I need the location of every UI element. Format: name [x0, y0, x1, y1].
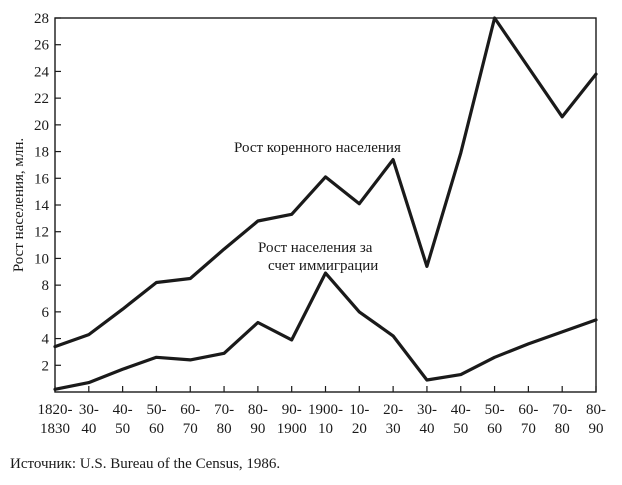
series-line-immigration — [53, 271, 598, 391]
x-tick-label: 90- — [282, 402, 302, 418]
x-tick-label: 50 — [115, 421, 130, 437]
plot-frame — [54, 17, 597, 393]
y-tick-label: 18 — [34, 145, 49, 161]
y-tick-label: 22 — [34, 91, 49, 107]
x-tick-label: 60- — [518, 402, 538, 418]
immigration-growth-annotation-line1: Рост населения за — [258, 240, 373, 256]
x-tick-label: 70 — [521, 421, 536, 437]
x-tick-label: 80 — [217, 421, 232, 437]
x-tick-label: 80 — [555, 421, 570, 437]
x-tick-label: 60- — [180, 402, 200, 418]
x-tick-label: 1830 — [40, 421, 70, 437]
x-tick-label: 70- — [214, 402, 234, 418]
y-tick-label: 26 — [34, 38, 50, 54]
x-tick-label: 90 — [250, 421, 265, 437]
x-tick-label: 40 — [419, 421, 434, 437]
y-tick-label: 8 — [42, 278, 50, 294]
y-tick-label: 14 — [34, 198, 50, 214]
x-tick-label: 40 — [81, 421, 96, 437]
native-growth-annotation: Рост коренного населения — [234, 140, 401, 156]
x-tick-label: 20- — [383, 402, 403, 418]
x-tick-label: 70- — [552, 402, 572, 418]
y-tick-label: 16 — [34, 171, 50, 187]
x-tick-label: 1900 — [277, 421, 307, 437]
x-tick-label: 80- — [248, 402, 268, 418]
x-tick-label: 90 — [589, 421, 604, 437]
x-tick-label: 40- — [113, 402, 133, 418]
x-tick-label: 70 — [183, 421, 198, 437]
x-tick-label: 20 — [352, 421, 367, 437]
y-tick-label: 24 — [34, 64, 50, 80]
y-tick-label: 4 — [42, 332, 50, 348]
immigration-growth-annotation-line2: счет иммиграции — [268, 258, 378, 274]
x-tick-label: 60 — [149, 421, 164, 437]
x-tick-label: 30 — [386, 421, 401, 437]
x-tick-label: 30- — [79, 402, 99, 418]
source-note: Источник: U.S. Bureau of the Census, 198… — [10, 456, 281, 472]
y-tick-label: 10 — [34, 251, 49, 267]
x-tick-label: 60 — [487, 421, 502, 437]
y-tick-label: 20 — [34, 118, 49, 134]
x-tick-label: 30- — [417, 402, 437, 418]
x-tick-label: 1900- — [308, 402, 343, 418]
x-tick-label: 10 — [318, 421, 333, 437]
x-axis-ticks: 1820- 1830 30- 40 40- 50 50- 60 60- 70 70- 80 80- 90 9… — [38, 386, 606, 437]
chart-axes — [54, 17, 597, 393]
y-tick-label: 2 — [42, 358, 50, 374]
x-tick-label: 40- — [451, 402, 471, 418]
y-tick-label: 12 — [34, 225, 49, 241]
x-tick-label: 50 — [453, 421, 468, 437]
x-tick-label: 1820- — [38, 402, 73, 418]
series-line-native — [53, 16, 598, 349]
x-tick-label: 50- — [146, 402, 166, 418]
y-axis-label: Рост населения, млн. — [11, 138, 27, 272]
x-tick-label: 80- — [586, 402, 606, 418]
y-tick-label: 6 — [42, 305, 50, 321]
y-tick-label: 28 — [34, 11, 49, 27]
x-tick-label: 10- — [349, 402, 369, 418]
chart-series — [53, 16, 598, 391]
x-tick-label: 50- — [485, 402, 505, 418]
